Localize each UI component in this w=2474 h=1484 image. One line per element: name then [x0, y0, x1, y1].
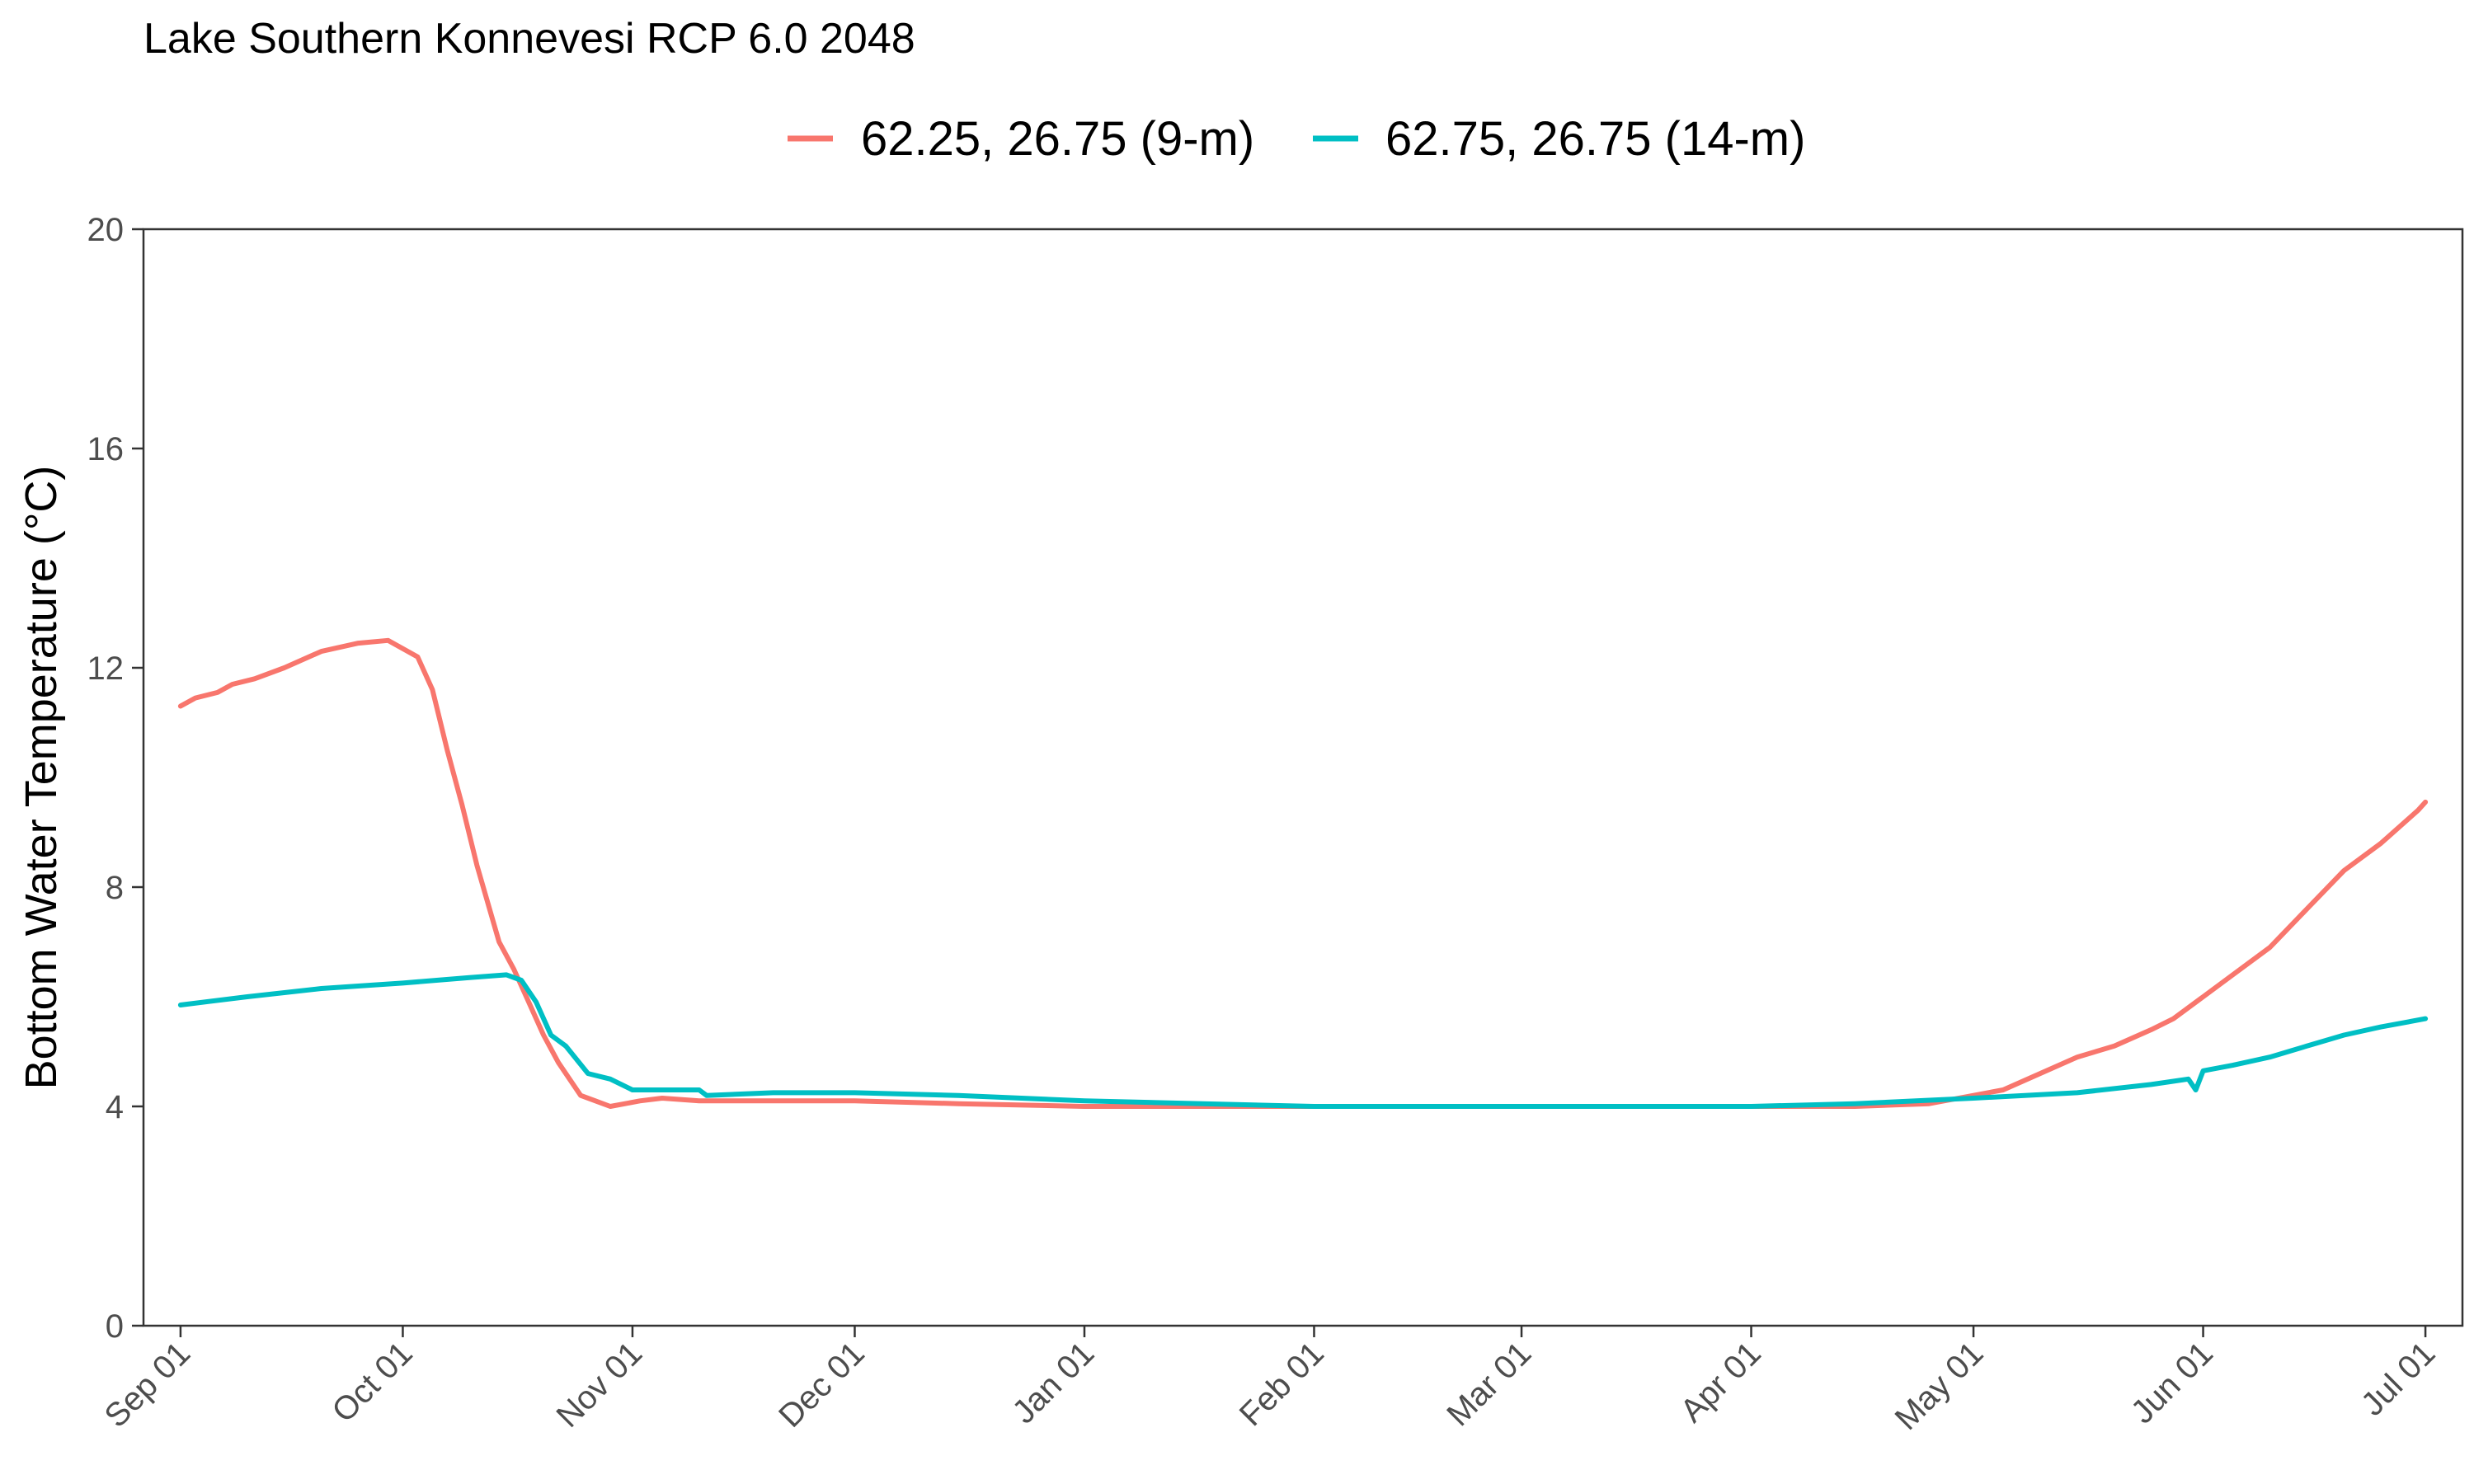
x-tick-label: Nov 01	[550, 1335, 650, 1435]
x-tick-label: May 01	[1888, 1335, 1991, 1437]
x-tick-label: Sep 01	[98, 1335, 198, 1435]
plot-panel-border	[142, 228, 2464, 1327]
x-tick-label: Jan 01	[1005, 1335, 1101, 1430]
y-tick-label: 8	[106, 870, 124, 906]
legend-label-series-2: 62.75, 26.75 (14-m)	[1385, 112, 1805, 166]
x-tick-label: Jul 01	[2354, 1335, 2443, 1423]
y-tick-label: 4	[106, 1089, 124, 1125]
chart-title: Lake Southern Konnevesi RCP 6.0 2048	[143, 15, 915, 63]
x-tick-label: Jun 01	[2124, 1335, 2220, 1430]
series-line-1	[177, 637, 2429, 1109]
y-tick-label: 12	[87, 650, 125, 687]
series-layer	[177, 637, 2429, 1109]
y-axis: 0 4 8 12 16 20	[87, 212, 143, 1345]
y-tick-label: 20	[87, 212, 125, 248]
y-tick-label: 0	[106, 1308, 124, 1345]
x-tick-label: Apr 01	[1673, 1335, 1767, 1429]
legend: 62.25, 26.75 (9-m) 62.75, 26.75 (14-m)	[788, 112, 1805, 166]
x-tick-label: Mar 01	[1440, 1335, 1538, 1433]
legend-label-series-1: 62.25, 26.75 (9-m)	[861, 112, 1254, 166]
y-axis-title: Bottom Water Temperature (°C)	[16, 466, 66, 1090]
x-tick-label: Dec 01	[772, 1335, 872, 1435]
x-axis: Sep 01 Oct 01 Nov 01 Dec 01 Jan 01 Feb 01 Mar …	[98, 1326, 2443, 1437]
y-tick-label: 16	[87, 431, 125, 467]
series-line-2	[177, 972, 2429, 1109]
x-tick-label: Feb 01	[1233, 1335, 1331, 1433]
x-tick-label: Oct 01	[325, 1335, 419, 1429]
